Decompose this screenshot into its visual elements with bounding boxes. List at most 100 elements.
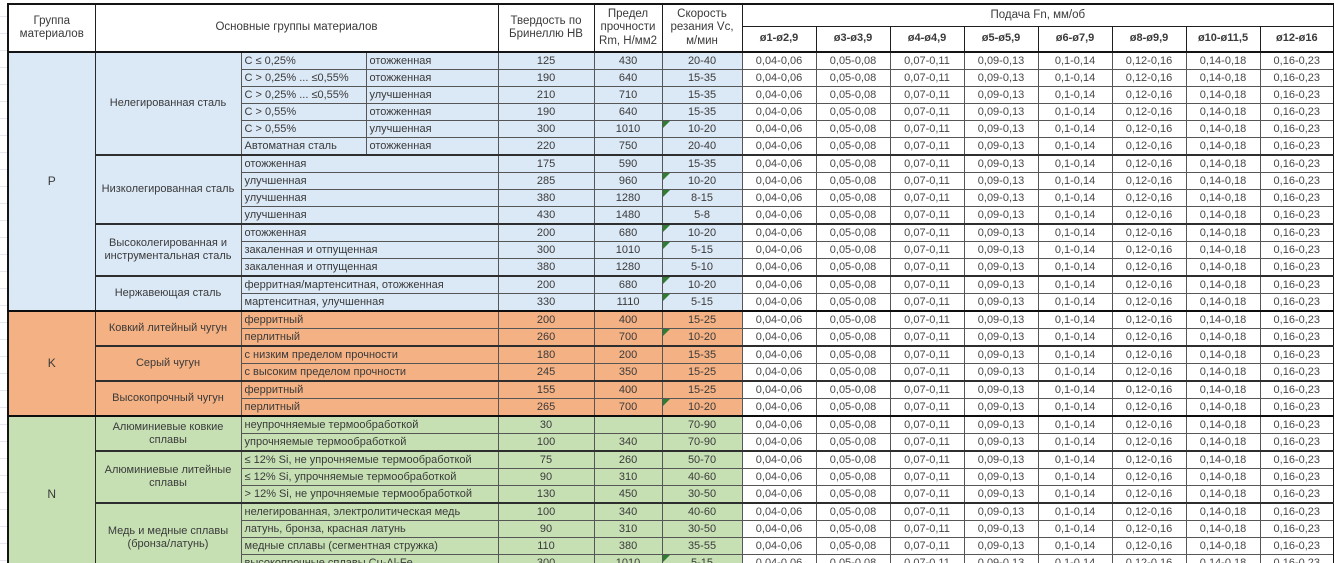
feed-value-cell: 0,12-0,16: [1111, 137, 1187, 156]
feed-value-cell: 0,14-0,18: [1185, 398, 1261, 417]
feed-value-cell: 0,04-0,06: [741, 241, 817, 259]
header-diameter-5: ø6-ø7,9: [1037, 25, 1113, 53]
feed-value-cell: 0,16-0,23: [1259, 520, 1334, 538]
feed-value-cell: 0,16-0,23: [1259, 154, 1334, 173]
hardness-hb-cell: 125: [497, 51, 595, 70]
feed-value-cell: 0,1-0,14: [1037, 154, 1113, 173]
feed-value-cell: 0,07-0,11: [889, 103, 965, 121]
feed-value-cell: 0,07-0,11: [889, 172, 965, 190]
hardness-hb-cell: 155: [497, 380, 595, 399]
material-desc-cell: латунь, бронза, красная латунь: [240, 520, 499, 538]
feed-value-cell: 0,1-0,14: [1037, 51, 1113, 70]
feed-value-cell: 0,16-0,23: [1259, 537, 1334, 555]
feed-value-cell: 0,09-0,13: [963, 310, 1039, 329]
feed-value-cell: 0,14-0,18: [1185, 450, 1261, 469]
feed-value-cell: 0,07-0,11: [889, 206, 965, 225]
feed-value-cell: 0,04-0,06: [741, 328, 817, 347]
feed-value-cell: 0,14-0,18: [1185, 51, 1261, 70]
strength-rm-cell: 710: [593, 86, 663, 104]
strength-rm-cell: 380: [593, 537, 663, 555]
feed-value-cell: 0,16-0,23: [1259, 206, 1334, 225]
hardness-hb-cell: 380: [497, 189, 595, 207]
cutting-speed-cell: 70-90: [661, 415, 743, 434]
feed-value-cell: 0,1-0,14: [1037, 537, 1113, 555]
hardness-hb-cell: 285: [497, 172, 595, 190]
feed-value-cell: 0,12-0,16: [1111, 293, 1187, 312]
feed-value-cell: 0,14-0,18: [1185, 103, 1261, 121]
hardness-hb-cell: 210: [497, 86, 595, 104]
material-state-cell: улучшенная: [365, 120, 499, 138]
material-group-cell: Ковкий литейный чугун: [94, 310, 242, 347]
feed-value-cell: 0,07-0,11: [889, 328, 965, 347]
feed-value-cell: 0,16-0,23: [1259, 554, 1334, 563]
strength-rm-cell: 700: [593, 328, 663, 347]
feed-value-cell: 0,04-0,06: [741, 137, 817, 156]
table-row: высокопрочные сплавы Cu-Al-Fe 300 1010 5-15…: [8, 554, 1334, 563]
feed-value-cell: 0,05-0,08: [815, 537, 891, 555]
feed-value-cell: 0,12-0,16: [1111, 310, 1187, 329]
material-desc-cell: отожженная: [240, 154, 499, 173]
material-subtype-cell: C ≤ 0,25%: [240, 51, 367, 70]
feed-value-cell: 0,12-0,16: [1111, 241, 1187, 259]
feed-value-cell: 0,12-0,16: [1111, 223, 1187, 242]
table-row: N Алюминиевые ковкие сплавы неупрочняемые …: [7, 415, 1334, 563]
table-row: Алюминиевые литейные сплавы ≤ 12% Si, не …: [8, 450, 1334, 504]
material-desc-cell: улучшенная: [240, 172, 499, 190]
feed-value-cell: 0,14-0,18: [1185, 223, 1261, 242]
feed-value-cell: 0,09-0,13: [963, 520, 1039, 538]
cutting-speed-cell: 15-35: [661, 345, 743, 364]
material-desc-cell: закаленная и отпущенная: [240, 258, 499, 277]
feed-value-cell: 0,16-0,23: [1259, 86, 1334, 104]
material-desc-cell: улучшенная: [240, 189, 499, 207]
hardness-hb-cell: 180: [497, 345, 595, 364]
material-desc-cell: > 12% Si, не упрочняемые термообработкой: [240, 485, 499, 504]
feed-value-cell: 0,05-0,08: [815, 554, 891, 563]
feed-value-cell: 0,16-0,23: [1259, 120, 1334, 138]
strength-rm-cell: 430: [593, 51, 663, 70]
feed-value-cell: 0,07-0,11: [889, 502, 965, 521]
feed-value-cell: 0,12-0,16: [1111, 275, 1187, 294]
material-group-cell: Нелегированная сталь: [94, 51, 242, 156]
feed-value-cell: 0,1-0,14: [1037, 120, 1113, 138]
comment-flag-icon: [663, 225, 670, 232]
feed-value-cell: 0,04-0,06: [741, 520, 817, 538]
cutting-speed-cell: 15-35: [661, 103, 743, 121]
feed-value-cell: 0,05-0,08: [815, 258, 891, 277]
material-desc-cell: ≤ 12% Si, упрочняемые термообработкой: [240, 468, 499, 486]
material-state-cell: отожженная: [365, 137, 499, 156]
material-subtype-cell: C > 0,25% ... ≤0,55%: [240, 69, 367, 87]
feed-value-cell: 0,07-0,11: [889, 363, 965, 382]
feed-value-cell: 0,04-0,06: [741, 345, 817, 364]
feed-value-cell: 0,1-0,14: [1037, 103, 1113, 121]
feed-value-cell: 0,07-0,11: [889, 69, 965, 87]
cutting-speed-cell: 10-20: [661, 120, 743, 138]
material-state-cell: отожженная: [365, 51, 499, 70]
feed-value-cell: 0,07-0,11: [889, 433, 965, 452]
cutting-speed-cell: 30-50: [661, 485, 743, 504]
feed-value-cell: 0,14-0,18: [1185, 189, 1261, 207]
feed-value-cell: 0,05-0,08: [815, 450, 891, 469]
feed-value-cell: 0,14-0,18: [1185, 86, 1261, 104]
cutting-speed-cell: 70-90: [661, 433, 743, 452]
feed-value-cell: 0,04-0,06: [741, 103, 817, 121]
feed-value-cell: 0,12-0,16: [1111, 345, 1187, 364]
strength-rm-cell: 1010: [593, 120, 663, 138]
feed-value-cell: 0,09-0,13: [963, 137, 1039, 156]
feed-value-cell: 0,04-0,06: [741, 154, 817, 173]
feed-value-cell: 0,16-0,23: [1259, 172, 1334, 190]
feed-value-cell: 0,1-0,14: [1037, 328, 1113, 347]
table-row: улучшенная 380 1280 8-15 0,04-0,06 0,05-0,08 0…: [8, 189, 1334, 207]
material-group-cell: Низколегированная сталь: [94, 154, 242, 225]
feed-value-cell: 0,04-0,06: [741, 275, 817, 294]
hardness-hb-cell: 90: [497, 468, 595, 486]
material-group-cell: Медь и медные сплавы (бронза/латунь): [94, 502, 242, 563]
feed-value-cell: 0,09-0,13: [963, 103, 1039, 121]
feed-value-cell: 0,1-0,14: [1037, 415, 1113, 434]
feed-value-cell: 0,1-0,14: [1037, 554, 1113, 563]
feed-value-cell: 0,16-0,23: [1259, 468, 1334, 486]
hardness-hb-cell: 90: [497, 520, 595, 538]
feed-value-cell: 0,04-0,06: [741, 258, 817, 277]
feed-value-cell: 0,16-0,23: [1259, 398, 1334, 417]
table-row: > 12% Si, не упрочняемые термообработкой…: [8, 485, 1334, 504]
table-body: P Нелегированная сталь C ≤ 0,25% отожженная…: [7, 51, 1334, 563]
